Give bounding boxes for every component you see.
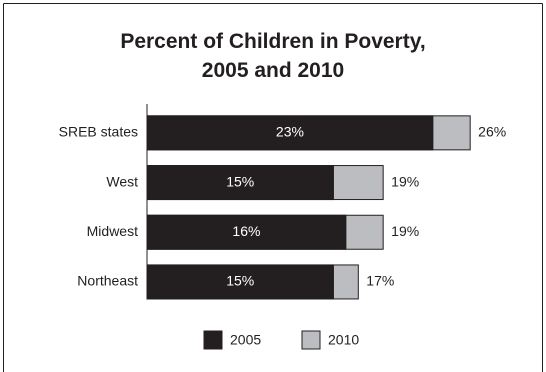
value-label: 15% [226,273,254,289]
legend-swatch [301,330,321,350]
value-label: 16% [232,223,260,239]
y-tick-label: SREB states [59,124,138,140]
bar [146,165,334,201]
chart-title: Percent of Children in Poverty, 2005 and… [120,30,426,82]
value-label: 19% [391,223,419,239]
legend-label: 2005 [230,332,261,348]
value-label: 23% [276,124,304,140]
bar [146,214,347,250]
bar [146,264,334,300]
y-tick-label: Northeast [77,273,138,289]
bar [146,115,434,151]
value-label: 17% [366,273,394,289]
legend-swatch [203,330,223,350]
value-label: 15% [226,173,254,189]
y-tick-label: West [106,173,138,189]
value-label: 19% [391,173,419,189]
y-tick-label: Midwest [87,223,138,239]
legend-label: 2010 [328,332,359,348]
value-label: 26% [478,124,506,140]
